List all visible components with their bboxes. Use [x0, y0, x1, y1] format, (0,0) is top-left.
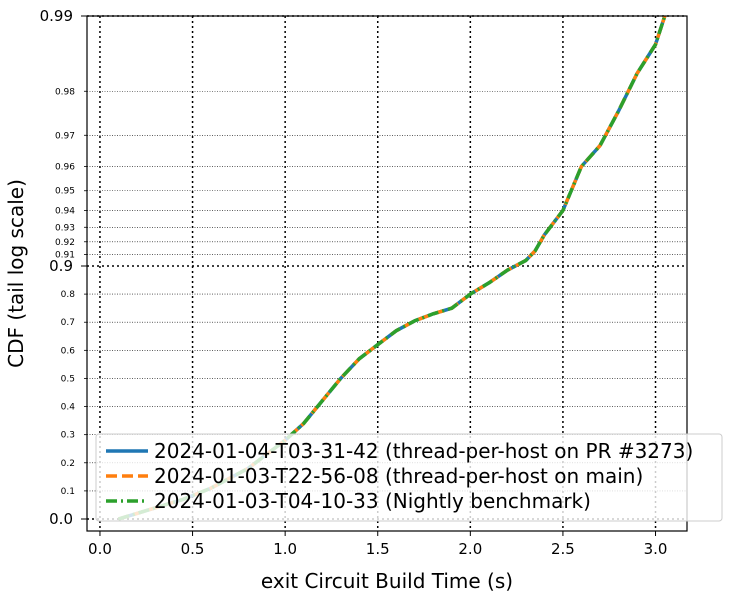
y-minor-tick-label: 0.6 — [61, 346, 76, 356]
legend-box — [95, 433, 723, 522]
x-axis-ticks: 0.0 0.5 1.0 1.5 2.0 2.5 3.0 — [88, 531, 667, 558]
plot-frame — [86, 15, 688, 532]
legend-label-3: 2024-01-03-T04-10-33 (Nightly benchmark) — [154, 489, 591, 513]
x-tick-label: 2.0 — [458, 540, 482, 558]
x-tick-label: 1.5 — [366, 540, 390, 558]
y-minor-tick-label: 0.7 — [61, 318, 75, 328]
x-axis-label: exit Circuit Build Time (s) — [261, 569, 513, 593]
y-minor-tick-label: 0.98 — [55, 87, 75, 97]
y-minor-tick-label: 0.95 — [55, 187, 75, 197]
y-minor-tick-label: 0.94 — [55, 207, 75, 217]
x-tick-label: 3.0 — [644, 540, 668, 558]
y-minor-tick-label: 0.96 — [55, 163, 75, 173]
y-minor-tick-label: 0.2 — [61, 459, 75, 469]
x-tick-label: 1.0 — [273, 540, 297, 558]
y-major-tick-label: 0.9 — [49, 257, 73, 275]
y-minor-tick-label: 0.97 — [55, 131, 75, 141]
legend: 2024-01-04-T03-31-42 (thread-per-host on… — [95, 433, 723, 522]
x-tick-label: 0.5 — [181, 540, 205, 558]
y-axis-label: CDF (tail log scale) — [4, 179, 28, 368]
x-tick-label: 2.5 — [551, 540, 575, 558]
y-axis-ticks: 0.1 0.2 0.3 0.4 0.5 0.6 0.7 0.8 0.91 0.92 0.93 0.94… — [40, 7, 87, 528]
series-line-3 — [117, 15, 667, 521]
y-major-tick-label: 0.0 — [49, 510, 73, 528]
y-minor-tick-label: 0.92 — [55, 238, 75, 248]
y-minor-tick-label: 0.93 — [55, 223, 75, 233]
y-minor-tick-label: 0.91 — [55, 251, 75, 261]
legend-label-2: 2024-01-03-T22-56-08 (thread-per-host on… — [154, 464, 643, 488]
y-major-tick-label: 0.99 — [40, 7, 73, 25]
x-tick-label: 0.0 — [88, 540, 112, 558]
y-minor-tick-label: 0.3 — [61, 431, 75, 441]
y-minor-tick-label: 0.4 — [61, 403, 76, 413]
legend-label-1: 2024-01-04-T03-31-42 (thread-per-host on… — [154, 439, 693, 463]
y-minor-tick-label: 0.5 — [61, 374, 75, 384]
y-minor-tick-label: 0.1 — [61, 487, 75, 497]
y-minor-tick-label: 0.8 — [61, 290, 76, 300]
